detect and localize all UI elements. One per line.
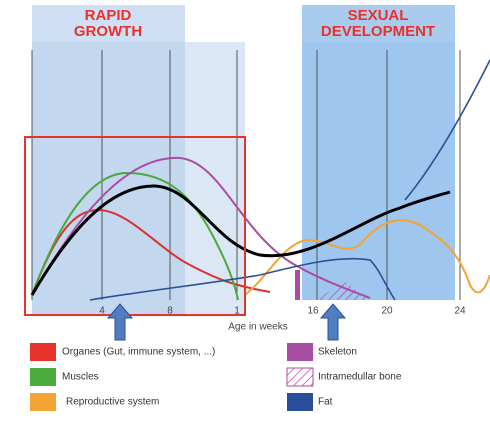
legend-label: Organes (Gut, immune system, ...) [62, 347, 215, 358]
organs-curve [31, 208, 271, 296]
highlight-box [24, 136, 246, 316]
tick-label: 8 [167, 306, 173, 317]
title-line: DEVELOPMENT [321, 23, 435, 40]
title-line: RAPID [85, 7, 132, 24]
title-line: SEXUAL [348, 7, 409, 24]
arrow [106, 303, 134, 341]
muscles-curve [31, 171, 239, 301]
legend-swatch [30, 368, 56, 386]
grid [31, 50, 461, 300]
overall-curve [30, 184, 451, 296]
legend-swatch [286, 367, 314, 387]
tick-label: 24 [454, 306, 466, 317]
reproductive-curve [244, 219, 490, 296]
legend-swatch [30, 343, 56, 361]
legend-label: Fat [318, 397, 333, 408]
title-line: GROWTH [74, 23, 142, 40]
legend-swatch [287, 343, 313, 361]
right-title-box [302, 5, 455, 42]
axis-label: Age in weeks [228, 322, 287, 333]
legend-label: Intramedullar bone [318, 372, 402, 383]
legend-label: Reproductive system [66, 397, 159, 408]
tick-label: 20 [381, 306, 393, 317]
legend-swatch [30, 393, 56, 411]
fat-curve [89, 59, 490, 301]
legend-label: Muscles [62, 372, 99, 383]
legend-label: Skeleton [318, 347, 357, 358]
tick-label: 16 [307, 306, 319, 317]
legend-swatch [287, 393, 313, 411]
tick-label: 4 [99, 306, 105, 317]
right-band [302, 42, 455, 300]
left-band-dark [32, 42, 185, 315]
arrow [319, 303, 347, 341]
skeleton-curve [31, 156, 371, 299]
tick-label: 1 [234, 306, 240, 317]
skeleton-mark [295, 270, 300, 300]
left-title-box [32, 5, 185, 42]
